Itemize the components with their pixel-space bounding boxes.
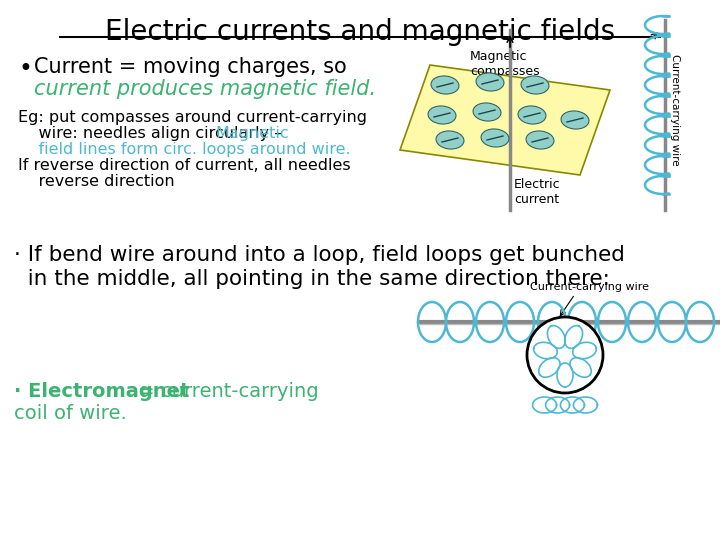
Text: · Electromagnet: · Electromagnet xyxy=(14,382,189,401)
Ellipse shape xyxy=(473,103,501,121)
Text: reverse direction: reverse direction xyxy=(18,174,175,189)
Text: Magnetic: Magnetic xyxy=(215,126,289,141)
Text: Current-carrying wire: Current-carrying wire xyxy=(670,54,680,166)
Circle shape xyxy=(527,317,603,393)
Ellipse shape xyxy=(526,131,554,149)
Text: Electric currents and magnetic fields: Electric currents and magnetic fields xyxy=(105,18,615,46)
Ellipse shape xyxy=(521,76,549,94)
Text: coil of wire.: coil of wire. xyxy=(14,404,127,423)
Text: Eg: put compasses around current-carrying: Eg: put compasses around current-carryin… xyxy=(18,110,367,125)
Text: = current-carrying: = current-carrying xyxy=(132,382,319,401)
Text: field lines form circ. loops around wire.: field lines form circ. loops around wire… xyxy=(18,142,351,157)
Ellipse shape xyxy=(518,106,546,124)
Ellipse shape xyxy=(431,76,459,94)
Ellipse shape xyxy=(476,73,504,91)
Text: •: • xyxy=(18,57,32,81)
Text: Electric
current: Electric current xyxy=(514,178,561,206)
Ellipse shape xyxy=(436,131,464,149)
Text: If reverse direction of current, all needles: If reverse direction of current, all nee… xyxy=(18,158,351,173)
Ellipse shape xyxy=(481,129,509,147)
Text: Current-carrying wire: Current-carrying wire xyxy=(531,282,649,292)
Text: current produces magnetic field.: current produces magnetic field. xyxy=(34,79,376,99)
Ellipse shape xyxy=(428,106,456,124)
Text: Current = moving charges, so: Current = moving charges, so xyxy=(34,57,347,77)
Text: in the middle, all pointing in the same direction there:: in the middle, all pointing in the same … xyxy=(14,269,610,289)
Text: Magnetic
compasses: Magnetic compasses xyxy=(470,50,539,78)
Polygon shape xyxy=(400,65,610,175)
Text: wire: needles align circularly –: wire: needles align circularly – xyxy=(18,126,287,141)
Text: · If bend wire around into a loop, field loops get bunched: · If bend wire around into a loop, field… xyxy=(14,245,625,265)
Ellipse shape xyxy=(561,111,589,129)
